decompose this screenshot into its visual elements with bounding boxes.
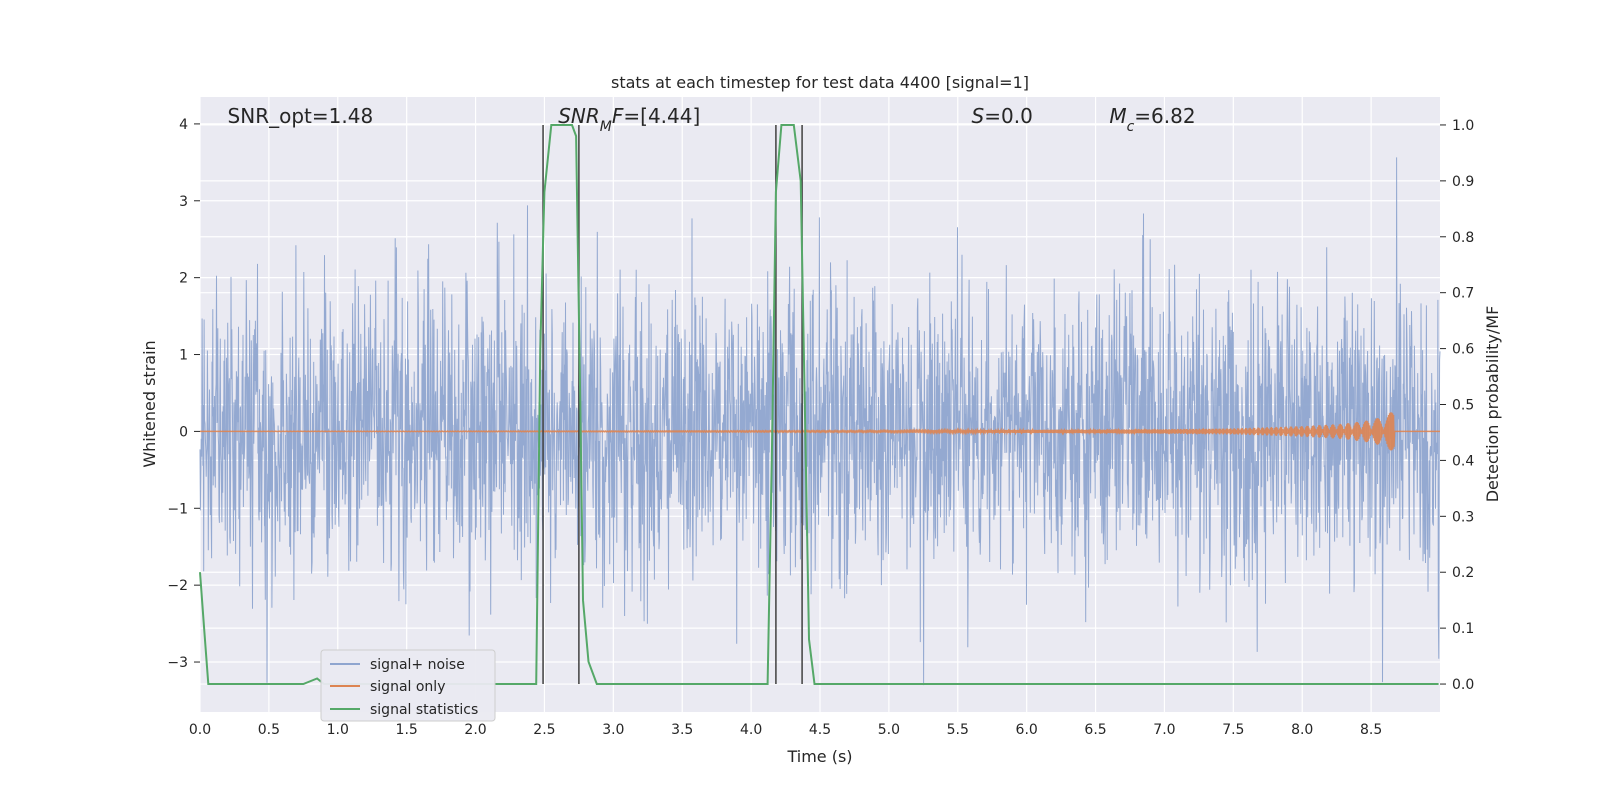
x-tick-label: 1.0 [327,722,349,738]
y2-tick-label: 0.4 [1452,453,1474,469]
chart-title: stats at each timestep for test data 440… [611,73,1029,92]
y2-tick-label: 0.6 [1452,342,1474,358]
y-tick-label: −1 [167,501,188,517]
x-axis-label: Time (s) [786,747,852,766]
y-tick-label: 4 [179,117,188,133]
y2-tick-label: 0.3 [1452,509,1474,525]
y-tick-label: 0 [179,424,188,440]
y2-tick-label: 0.7 [1452,286,1474,302]
signal-noise-series [199,157,1441,686]
legend-box [320,649,496,722]
y-tick-label: 3 [179,194,188,210]
x-tick-label: 2.0 [464,722,486,738]
y2-tick-label: 0.8 [1452,230,1474,246]
annotations: SNR_opt=1.48 SNRMF=[4.44] S=0.0 Mc=6.82 [228,104,1196,135]
x-tick-label: 4.5 [809,722,831,738]
x-tick-label: 3.5 [671,722,693,738]
y2-tick-label: 0.2 [1452,565,1474,581]
legend: signal+ noise signal only signal statist… [320,649,496,722]
x-tick-label: 5.5 [947,722,969,738]
y2-tick-label: 1.0 [1452,118,1474,134]
y2-axis-ticks: 0.0 0.1 0.2 0.3 0.4 0.5 0.6 0.7 0.8 0.9 1.0 [1440,118,1474,693]
x-tick-label: 4.0 [740,722,762,738]
x-tick-label: 2.5 [533,722,555,738]
x-tick-label: 0.0 [189,722,211,738]
x-tick-label: 8.0 [1291,722,1313,738]
legend-label-stats: signal statistics [370,702,478,718]
y-axis-ticks: −3 −2 −1 0 1 2 3 4 [167,117,200,671]
signal-statistics-series [199,124,1439,685]
x-tick-label: 5.0 [878,722,900,738]
annotation: SNR_opt=1.48 [228,104,374,128]
stats-trace [199,124,1439,685]
y2-axis-label: Detection probability/MF [1483,306,1502,503]
x-tick-label: 6.5 [1084,722,1106,738]
annotation: Mc=6.82 [1109,104,1195,135]
y-tick-label: 1 [179,348,188,364]
x-tick-label: 7.5 [1222,722,1244,738]
noise-trace [199,157,1441,686]
y-tick-label: −3 [167,655,188,671]
x-tick-label: 6.0 [1016,722,1038,738]
y2-tick-label: 0.5 [1452,398,1474,414]
x-tick-label: 8.5 [1360,722,1382,738]
signal-trace [200,412,1440,451]
annotation: S=0.0 [972,104,1033,128]
signal-only-series [200,412,1440,451]
y-tick-label: −2 [167,578,188,594]
y2-tick-label: 0.1 [1452,621,1474,637]
x-tick-label: 7.0 [1153,722,1175,738]
legend-label-signal: signal only [370,679,445,695]
x-tick-label: 0.5 [258,722,280,738]
legend-label-noise: signal+ noise [370,657,465,673]
x-tick-label: 3.0 [602,722,624,738]
x-axis-ticks: 0.0 0.5 1.0 1.5 2.0 2.5 3.0 3.5 4.0 4.5 5.0 5.5 6.0 6… [189,722,1382,738]
x-tick-label: 1.5 [396,722,418,738]
y2-tick-label: 0.0 [1452,677,1474,693]
y-axis-label: Whitened strain [140,340,159,467]
y-tick-label: 2 [179,271,188,287]
annotation: SNRMF=[4.44] [558,104,700,135]
y2-tick-label: 0.9 [1452,174,1474,190]
